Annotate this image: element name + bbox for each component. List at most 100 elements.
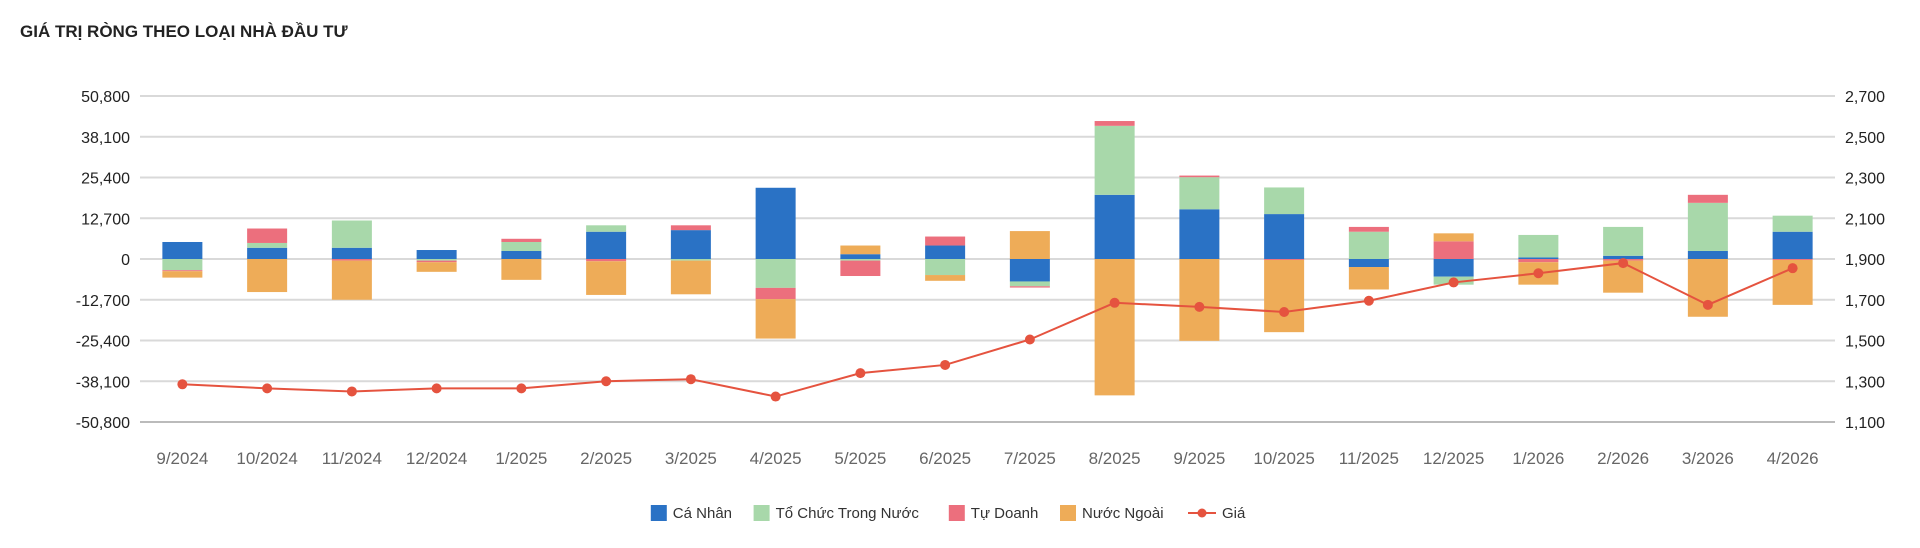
price-point bbox=[1702, 299, 1713, 310]
bar-segment bbox=[1179, 175, 1220, 178]
bar-segment bbox=[670, 259, 711, 261]
bar-segment bbox=[162, 259, 203, 271]
bar-segment bbox=[925, 275, 966, 281]
x-tick-label: 2/2026 bbox=[1597, 449, 1649, 468]
x-tick-label: 9/2025 bbox=[1173, 449, 1225, 468]
bar-segment bbox=[1094, 121, 1135, 126]
bar-segment bbox=[1518, 259, 1559, 263]
bar-segment bbox=[1094, 194, 1135, 259]
bar-segment bbox=[1433, 233, 1474, 242]
bar-segment bbox=[1179, 259, 1220, 341]
bar-segment bbox=[586, 259, 627, 262]
x-tick-label: 2/2025 bbox=[580, 449, 632, 468]
legend: Cá Nhân Tổ Chức Trong Nước Tự Doanh Nước Ng… bbox=[650, 505, 1246, 522]
bar-segment bbox=[1348, 231, 1389, 259]
price-point bbox=[1194, 301, 1205, 312]
bar-segment bbox=[670, 225, 711, 231]
y2-tick-label: 2,700 bbox=[1845, 89, 1885, 106]
x-tick-label: 6/2025 bbox=[919, 449, 971, 468]
bar-segment bbox=[1264, 259, 1305, 260]
bar-segment bbox=[331, 247, 372, 259]
legend-swatch bbox=[650, 505, 667, 521]
price-point bbox=[770, 391, 781, 402]
bar-segment bbox=[416, 250, 457, 259]
bar-segment bbox=[925, 259, 966, 276]
price-point bbox=[1109, 297, 1120, 308]
bar-segment bbox=[1009, 281, 1050, 287]
bar-segment bbox=[755, 187, 796, 259]
legend-swatch bbox=[948, 505, 965, 521]
bar-segment bbox=[840, 260, 881, 277]
price-point bbox=[1618, 258, 1629, 269]
bar-segment bbox=[755, 259, 796, 288]
price-point bbox=[177, 379, 188, 390]
bar-segment bbox=[247, 259, 288, 293]
bar-segment bbox=[1518, 257, 1559, 259]
y2-tick-label: 1,100 bbox=[1845, 415, 1885, 432]
bar-segment bbox=[586, 225, 627, 232]
price-point bbox=[1448, 277, 1459, 288]
y-tick-label: 25,400 bbox=[81, 171, 130, 188]
bar-segment bbox=[416, 260, 457, 263]
bar-segment bbox=[1094, 259, 1135, 396]
x-tick-label: 5/2025 bbox=[834, 449, 886, 468]
y2-tick-label: 2,300 bbox=[1845, 171, 1885, 188]
bar-segment bbox=[501, 241, 542, 251]
left-y-axis: 50,800 38,100 25,400 12,700 0 -12,700 -25,400 -… bbox=[76, 89, 130, 432]
bar-segment bbox=[1348, 226, 1389, 232]
y-tick-label: 0 bbox=[121, 252, 130, 269]
bar-segment bbox=[1179, 209, 1220, 259]
x-tick-label: 8/2025 bbox=[1089, 449, 1141, 468]
bar-segment bbox=[1264, 187, 1305, 215]
x-tick-label: 4/2025 bbox=[750, 449, 802, 468]
bar-segment bbox=[1009, 259, 1050, 282]
price-point bbox=[1787, 263, 1798, 274]
y2-tick-label: 1,900 bbox=[1845, 252, 1885, 269]
x-tick-label: 12/2024 bbox=[406, 449, 467, 468]
bar-segment bbox=[586, 261, 627, 295]
x-tick-label: 10/2024 bbox=[236, 449, 297, 468]
price-point bbox=[940, 359, 951, 370]
y-tick-label: 50,800 bbox=[81, 89, 130, 106]
x-tick-label: 3/2025 bbox=[665, 449, 717, 468]
bar-segment bbox=[416, 259, 457, 261]
x-tick-label: 11/2024 bbox=[322, 449, 382, 468]
bar-segment bbox=[1433, 259, 1474, 277]
bar-segment bbox=[162, 241, 203, 259]
price-point bbox=[1024, 334, 1035, 345]
x-tick-label: 7/2025 bbox=[1004, 449, 1056, 468]
bar-segment bbox=[1264, 259, 1305, 333]
bar-segment bbox=[247, 242, 288, 248]
x-tick-label: 1/2026 bbox=[1512, 449, 1564, 468]
legend-label: Nước Ngoài bbox=[1082, 505, 1164, 522]
bar-segment bbox=[1687, 202, 1728, 251]
bar-segment bbox=[1772, 215, 1813, 232]
price-point bbox=[855, 368, 866, 379]
bar-segment bbox=[331, 220, 372, 248]
price-point bbox=[685, 374, 696, 385]
price-point bbox=[1363, 295, 1374, 306]
bar-segment bbox=[1094, 125, 1135, 195]
x-tick-label: 12/2025 bbox=[1423, 449, 1484, 468]
price-line-path bbox=[182, 262, 1794, 398]
bar-segment bbox=[1772, 259, 1813, 260]
x-tick-label: 1/2025 bbox=[495, 449, 547, 468]
right-y-axis: 2,700 2,500 2,300 2,100 1,900 1,700 1,500 1,300… bbox=[1845, 89, 1885, 432]
bar-segment bbox=[670, 230, 711, 259]
bar-segment bbox=[1603, 226, 1644, 256]
chart-title: GIÁ TRỊ RÒNG THEO LOẠI NHÀ ĐẦU TƯ bbox=[20, 22, 348, 41]
y-tick-label: -38,100 bbox=[76, 374, 130, 391]
y2-tick-label: 2,500 bbox=[1845, 130, 1885, 147]
bar-segment bbox=[755, 299, 796, 339]
x-tick-label: 4/2026 bbox=[1767, 449, 1819, 468]
legend-swatch bbox=[1060, 505, 1076, 521]
price-point bbox=[601, 376, 612, 387]
price-point bbox=[431, 383, 442, 394]
bar-segment bbox=[1433, 241, 1474, 259]
price-point bbox=[1533, 268, 1544, 279]
bar-segment bbox=[501, 259, 542, 280]
x-tick-label: 3/2026 bbox=[1682, 449, 1734, 468]
grid-lines bbox=[140, 95, 1835, 423]
x-tick-label: 9/2024 bbox=[156, 449, 208, 468]
bar-segment bbox=[1009, 231, 1050, 259]
